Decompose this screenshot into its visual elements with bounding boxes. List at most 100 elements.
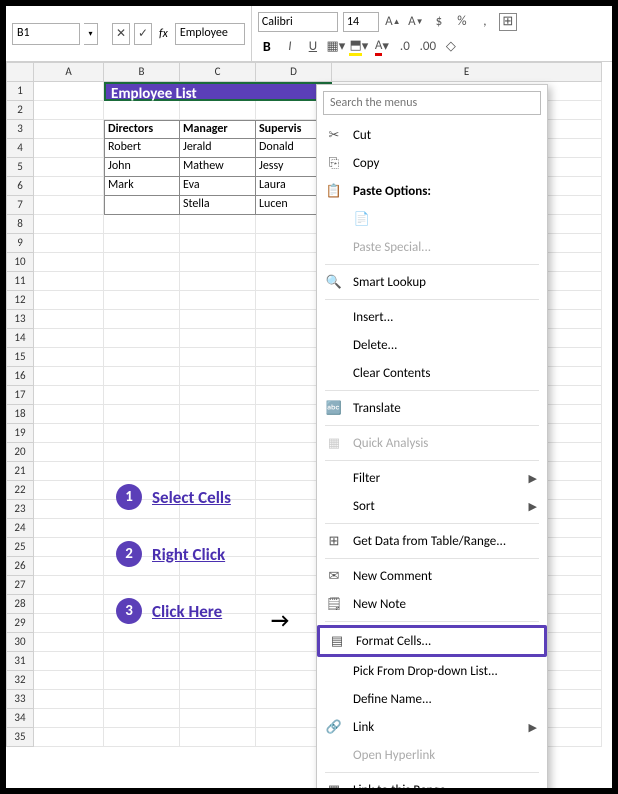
row-17[interactable]: 17 (6, 386, 34, 405)
row-31[interactable]: 31 (6, 652, 34, 671)
select-all-corner[interactable] (6, 62, 34, 82)
menu-item-label: Paste Options: (353, 184, 537, 199)
bold-button[interactable]: B (258, 38, 276, 56)
comma-icon[interactable]: , (476, 13, 494, 31)
row-29[interactable]: 29 (6, 614, 34, 633)
menu-item[interactable]: 🗒New Note (317, 590, 547, 618)
menu-item[interactable]: 🔍Smart Lookup (317, 268, 547, 296)
confirm-icon[interactable]: ✓ (134, 23, 152, 45)
col-E[interactable]: E (332, 62, 602, 82)
row-33[interactable]: 33 (6, 690, 34, 709)
row-34[interactable]: 34 (6, 709, 34, 728)
row-19[interactable]: 19 (6, 424, 34, 443)
row-28[interactable]: 28 (6, 595, 34, 614)
title-cell[interactable]: Employee List (104, 82, 332, 101)
row-10[interactable]: 10 (6, 253, 34, 272)
row-21[interactable]: 21 (6, 462, 34, 481)
row-3[interactable]: 3 (6, 120, 34, 139)
format-painter-icon[interactable]: ⊞ (499, 13, 517, 31)
menu-item[interactable]: ⎘Copy (317, 149, 547, 177)
table-cell[interactable]: John (104, 158, 180, 177)
menu-item[interactable]: ✂Cut (317, 121, 547, 149)
table-cell[interactable]: Robert (104, 139, 180, 158)
row-5[interactable]: 5 (6, 158, 34, 177)
grow-font-icon[interactable]: A▲ (384, 13, 402, 31)
menu-item-label: Cut (353, 128, 537, 143)
row-headers: 1234567891011121314151617181920212223242… (6, 62, 34, 788)
menu-item[interactable]: Pick From Drop-down List... (317, 657, 547, 685)
table-cell[interactable] (104, 196, 180, 215)
table-cell[interactable]: Mathew (180, 158, 256, 177)
menu-item[interactable]: Delete... (317, 331, 547, 359)
name-box-dropdown[interactable]: ▾ (84, 23, 98, 45)
row-15[interactable]: 15 (6, 348, 34, 367)
menu-item[interactable]: ▦Link to this Range (317, 776, 547, 794)
row-18[interactable]: 18 (6, 405, 34, 424)
menu-item[interactable]: 🔗Link▶ (317, 713, 547, 741)
currency-icon[interactable]: $ (430, 13, 448, 31)
menu-item[interactable]: Filter▶ (317, 464, 547, 492)
row-35[interactable]: 35 (6, 728, 34, 747)
row-13[interactable]: 13 (6, 310, 34, 329)
table-cell[interactable]: Jerald (180, 139, 256, 158)
row-27[interactable]: 27 (6, 576, 34, 595)
menu-item[interactable]: Clear Contents (317, 359, 547, 387)
increase-decimal-icon[interactable]: .00 (419, 38, 437, 56)
menu-item[interactable]: ⊞Get Data from Table/Range... (317, 527, 547, 555)
shrink-font-icon[interactable]: A▼ (407, 13, 425, 31)
menu-item[interactable]: 🔤Translate (317, 394, 547, 422)
col-D[interactable]: D (256, 62, 332, 82)
formula-bar[interactable]: Employee (175, 23, 245, 45)
row-7[interactable]: 7 (6, 196, 34, 215)
menu-item[interactable]: ▤Format Cells... (317, 625, 547, 657)
menu-item-label: Open Hyperlink (353, 748, 537, 763)
name-box[interactable]: B1 (12, 23, 80, 45)
percent-icon[interactable]: % (453, 13, 471, 31)
menu-item-label: Delete... (353, 338, 537, 353)
table-header[interactable]: Directors (104, 120, 180, 139)
menu-item[interactable]: Define Name... (317, 685, 547, 713)
row-8[interactable]: 8 (6, 215, 34, 234)
row-9[interactable]: 9 (6, 234, 34, 253)
table-header[interactable]: Manager (180, 120, 256, 139)
menu-item[interactable]: Insert... (317, 303, 547, 331)
table-cell[interactable]: Eva (180, 177, 256, 196)
row-25[interactable]: 25 (6, 538, 34, 557)
col-C[interactable]: C (180, 62, 256, 82)
row-14[interactable]: 14 (6, 329, 34, 348)
row-30[interactable]: 30 (6, 633, 34, 652)
row-12[interactable]: 12 (6, 291, 34, 310)
row-22[interactable]: 22 (6, 481, 34, 500)
border-icon[interactable]: ▦▾ (327, 38, 345, 56)
fill-color-icon[interactable]: ⬒▾ (350, 38, 368, 56)
row-6[interactable]: 6 (6, 177, 34, 196)
menu-item[interactable]: ✉New Comment (317, 562, 547, 590)
underline-button[interactable]: U (304, 38, 322, 56)
row-23[interactable]: 23 (6, 500, 34, 519)
menu-item[interactable]: Sort▶ (317, 492, 547, 520)
cancel-icon[interactable]: ✕ (112, 23, 130, 45)
row-20[interactable]: 20 (6, 443, 34, 462)
menu-item[interactable]: 📋Paste Options: (317, 177, 547, 205)
decrease-decimal-icon[interactable]: .0 (396, 38, 414, 56)
font-color-icon[interactable]: A▾ (373, 38, 391, 56)
row-24[interactable]: 24 (6, 519, 34, 538)
row-2[interactable]: 2 (6, 101, 34, 120)
col-A[interactable]: A (34, 62, 104, 82)
font-size-dropdown[interactable] (343, 12, 379, 32)
mini-toolbar: A▲ A▼ $ % , ⊞ B I U ▦▾ ⬒▾ A▾ .0 .00 ◇ (252, 6, 612, 61)
row-32[interactable]: 32 (6, 671, 34, 690)
row-26[interactable]: 26 (6, 557, 34, 576)
col-B[interactable]: B (104, 62, 180, 82)
row-1[interactable]: 1 (6, 82, 34, 101)
menu-search-input[interactable] (323, 91, 541, 115)
italic-button[interactable]: I (281, 38, 299, 56)
font-name-dropdown[interactable] (258, 12, 338, 32)
row-4[interactable]: 4 (6, 139, 34, 158)
fx-icon[interactable]: fx (159, 27, 168, 41)
clear-format-icon[interactable]: ◇ (442, 38, 460, 56)
row-11[interactable]: 11 (6, 272, 34, 291)
row-16[interactable]: 16 (6, 367, 34, 386)
table-cell[interactable]: Mark (104, 177, 180, 196)
table-cell[interactable]: Stella (180, 196, 256, 215)
